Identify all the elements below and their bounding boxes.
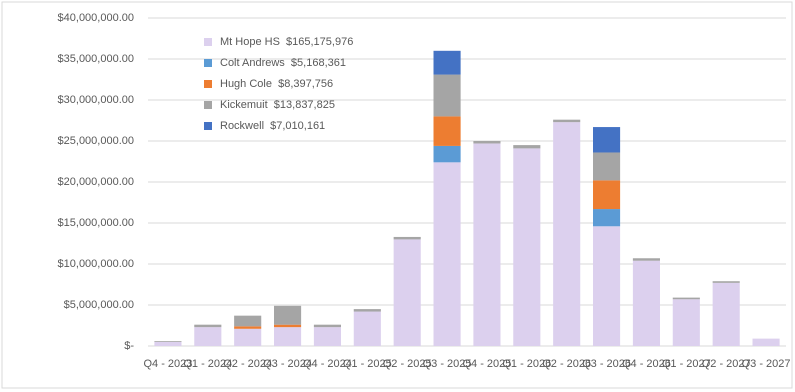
x-tick-label: Q2 - 2024 [223,358,272,370]
bar-segment [433,145,461,163]
legend-label: Kickemuit $13,837,825 [220,99,335,111]
y-tick-label: $15,000,000.00 [58,217,134,229]
bar-segment [593,226,621,346]
x-tick-label: Q1 - 2026 [502,358,551,370]
bar-segment [154,341,182,346]
x-tick-label: Q2 - 2026 [542,358,591,370]
x-tick-label: Q3 - 2024 [263,358,312,370]
bar-segment [553,119,581,123]
x-tick-label: Q3 - 2025 [423,358,472,370]
bar-segment [234,315,262,327]
bar-segment [672,297,700,300]
bar-segment [672,299,700,346]
bar-segment [194,324,222,328]
bar-segment [234,326,262,329]
x-tick-label: Q4 - 2025 [462,358,511,370]
bar-segment [473,143,501,346]
bar-segment [194,327,222,346]
x-tick-label: Q4 - 2026 [622,358,671,370]
legend-swatch [204,122,212,130]
bar-segment [593,127,621,153]
x-tick-label: Q3 - 2027 [742,358,791,370]
bar-segment [274,327,302,346]
legend-label: Rockwell $7,010,161 [220,120,325,132]
legend-label: Colt Andrews $5,168,361 [220,57,346,69]
bar-segment [752,338,780,346]
y-tick-label: $- [124,340,134,352]
bar-segment [593,180,621,210]
legend-swatch [204,38,212,46]
bar-segment [433,74,461,117]
bar-segment [593,209,621,227]
x-tick-label: Q3 - 2026 [582,358,631,370]
bar-segment [712,281,740,283]
bar-segment [274,305,302,325]
legend-swatch [204,80,212,88]
bar-segment [234,328,262,346]
x-tick-label: Q4 - 2023 [143,358,192,370]
y-tick-label: $20,000,000.00 [58,176,134,188]
bar-segment [313,327,341,346]
bar-segment [632,260,660,346]
legend-label: Hugh Cole $8,397,756 [220,78,333,90]
y-tick-label: $40,000,000.00 [58,12,134,24]
x-tick-label: Q1 - 2024 [183,358,232,370]
y-tick-label: $10,000,000.00 [58,258,134,270]
bar-segment [154,341,182,342]
bar-segment [433,162,461,346]
bar-segment [712,282,740,346]
bar-segment [513,145,541,149]
legend-swatch [204,101,212,109]
bar-segment [433,50,461,75]
x-tick-label: Q1 - 2027 [662,358,711,370]
bar-segment [593,152,621,181]
x-tick-label: Q2 - 2025 [383,358,432,370]
y-tick-label: $25,000,000.00 [58,135,134,147]
x-tick-label: Q4 - 2024 [303,358,352,370]
y-tick-label: $5,000,000.00 [64,299,134,311]
x-tick-label: Q2 - 2027 [702,358,751,370]
bar-segment [393,239,421,346]
bar-segment [473,141,501,144]
bar-segment [353,309,381,312]
y-tick-label: $30,000,000.00 [58,94,134,106]
y-tick-label: $35,000,000.00 [58,53,134,65]
bar-segment [553,122,581,346]
bar-segment [433,116,461,146]
bar-segment [513,148,541,346]
legend-swatch [204,59,212,67]
legend-label: Mt Hope HS $165,175,976 [220,36,353,48]
bar-segment [313,324,341,328]
bar-segment [353,311,381,346]
x-tick-label: Q1 - 2025 [343,358,392,370]
bar-segment [393,236,421,240]
bar-segment [632,258,660,261]
bar-segment [274,324,302,328]
